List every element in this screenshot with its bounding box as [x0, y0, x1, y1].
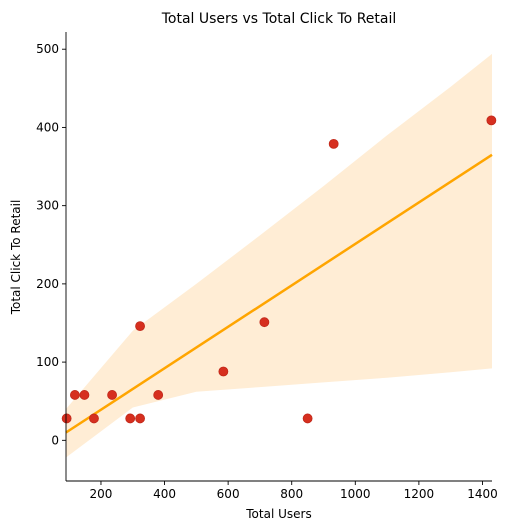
x-tick-label: 1400 [467, 487, 498, 501]
y-tick-label: 400 [36, 120, 59, 134]
confidence-band [66, 53, 492, 458]
data-point [70, 390, 80, 400]
data-point [302, 413, 313, 424]
y-tick-label: 500 [36, 42, 59, 56]
axes: 200 400 600 800 1000 1200 1400 0 100 200 300 400 500 [36, 32, 498, 501]
x-tick-label: 1000 [340, 487, 371, 501]
x-tick-label: 600 [217, 487, 240, 501]
x-axis-label: Total Users [245, 507, 311, 521]
data-points-layer [61, 115, 497, 424]
data-point [61, 413, 72, 424]
data-point [89, 413, 99, 424]
confidence-band-layer [66, 53, 492, 458]
data-point [328, 138, 339, 149]
data-point [218, 366, 229, 377]
x-tick-label: 800 [280, 487, 303, 501]
y-tick-label: 100 [36, 355, 59, 369]
data-point [125, 413, 136, 424]
data-point [135, 413, 145, 424]
x-tick-label: 1200 [404, 487, 435, 501]
y-tick-label: 300 [36, 199, 59, 213]
regression-line [65, 153, 493, 434]
x-tick-label: 200 [90, 487, 113, 501]
data-point [79, 390, 90, 400]
y-tick-label: 200 [36, 277, 59, 291]
y-axis-label: Total Click To Retail [9, 200, 23, 316]
data-point [486, 115, 497, 126]
regression-line-layer [65, 153, 493, 434]
data-point [153, 390, 164, 400]
chart-title: Total Users vs Total Click To Retail [161, 11, 397, 27]
x-tick-label: 400 [153, 487, 176, 501]
y-tick-label: 0 [51, 433, 59, 447]
data-point [135, 321, 145, 332]
data-point [107, 390, 117, 400]
data-point [259, 317, 270, 328]
